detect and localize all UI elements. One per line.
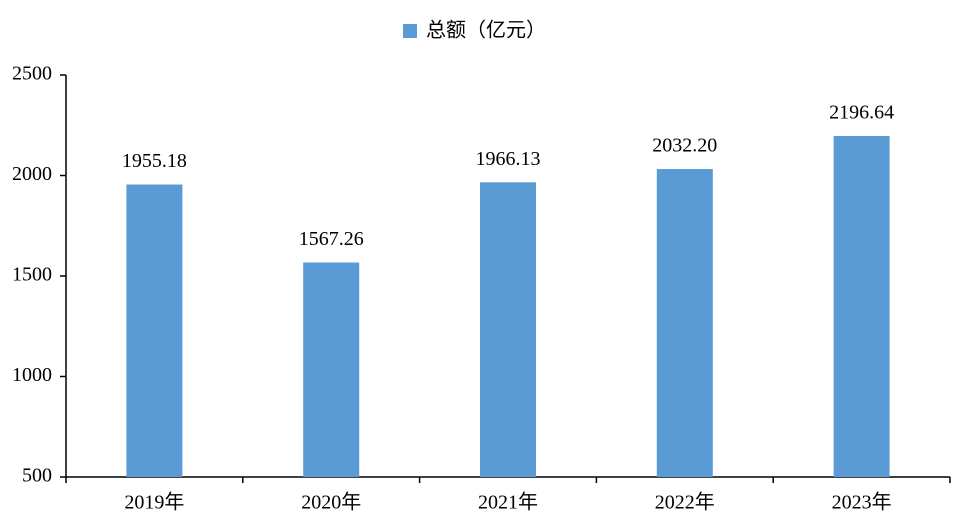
x-tick-label: 2022年 xyxy=(655,491,715,514)
value-label: 1966.13 xyxy=(476,148,541,170)
x-tick-label: 2023年 xyxy=(832,491,892,514)
legend-label: 总额（亿元） xyxy=(426,19,546,42)
value-label: 2196.64 xyxy=(829,102,894,124)
y-tick-label: 2500 xyxy=(12,63,52,85)
legend-swatch xyxy=(403,24,417,38)
value-label: 1567.26 xyxy=(299,228,364,250)
x-tick-label: 2019年 xyxy=(124,491,184,514)
x-tick-label: 2020年 xyxy=(301,491,361,514)
y-tick-label: 1500 xyxy=(12,264,52,286)
bar xyxy=(126,184,183,477)
bar xyxy=(303,262,360,477)
bar xyxy=(833,135,890,478)
x-tick-label: 2021年 xyxy=(478,491,538,514)
value-label: 1955.18 xyxy=(122,150,187,172)
bar xyxy=(656,169,713,477)
y-tick-label: 2000 xyxy=(12,163,52,185)
value-label: 2032.20 xyxy=(652,135,717,157)
y-tick-label: 1000 xyxy=(12,364,52,386)
bar xyxy=(480,182,536,478)
y-tick-label: 500 xyxy=(22,465,52,487)
